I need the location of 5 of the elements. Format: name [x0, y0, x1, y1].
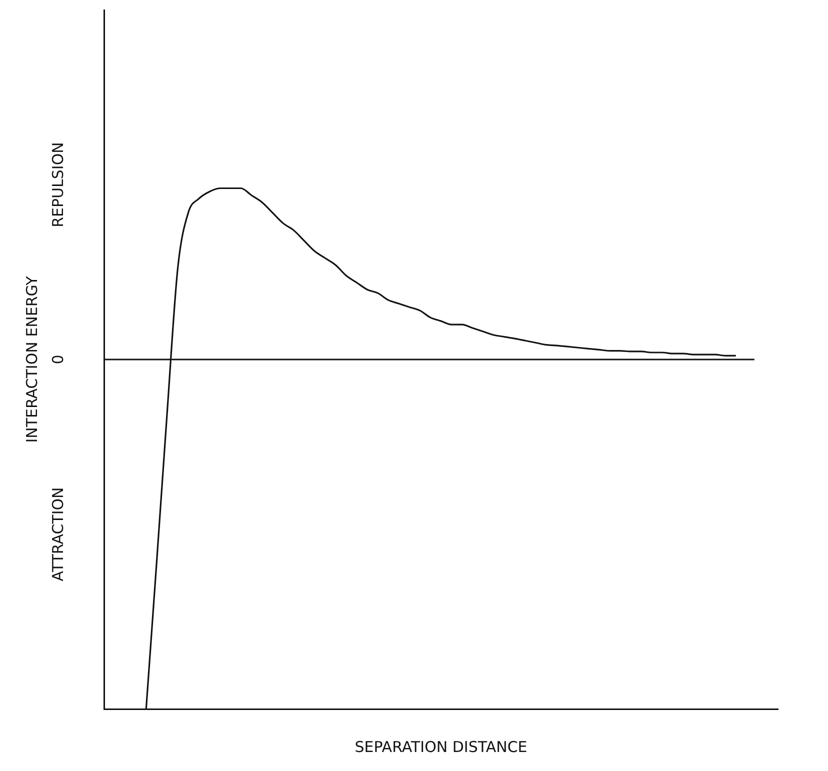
text: REPULSION: [48, 142, 67, 228]
ref-line-label: 0: [48, 354, 67, 364]
x-axis-title: SEPARATION DISTANCE: [354, 738, 528, 756]
y-axis-title: INTERACTION ENERGY: [22, 275, 41, 443]
text: ATTRACTION: [48, 487, 67, 582]
